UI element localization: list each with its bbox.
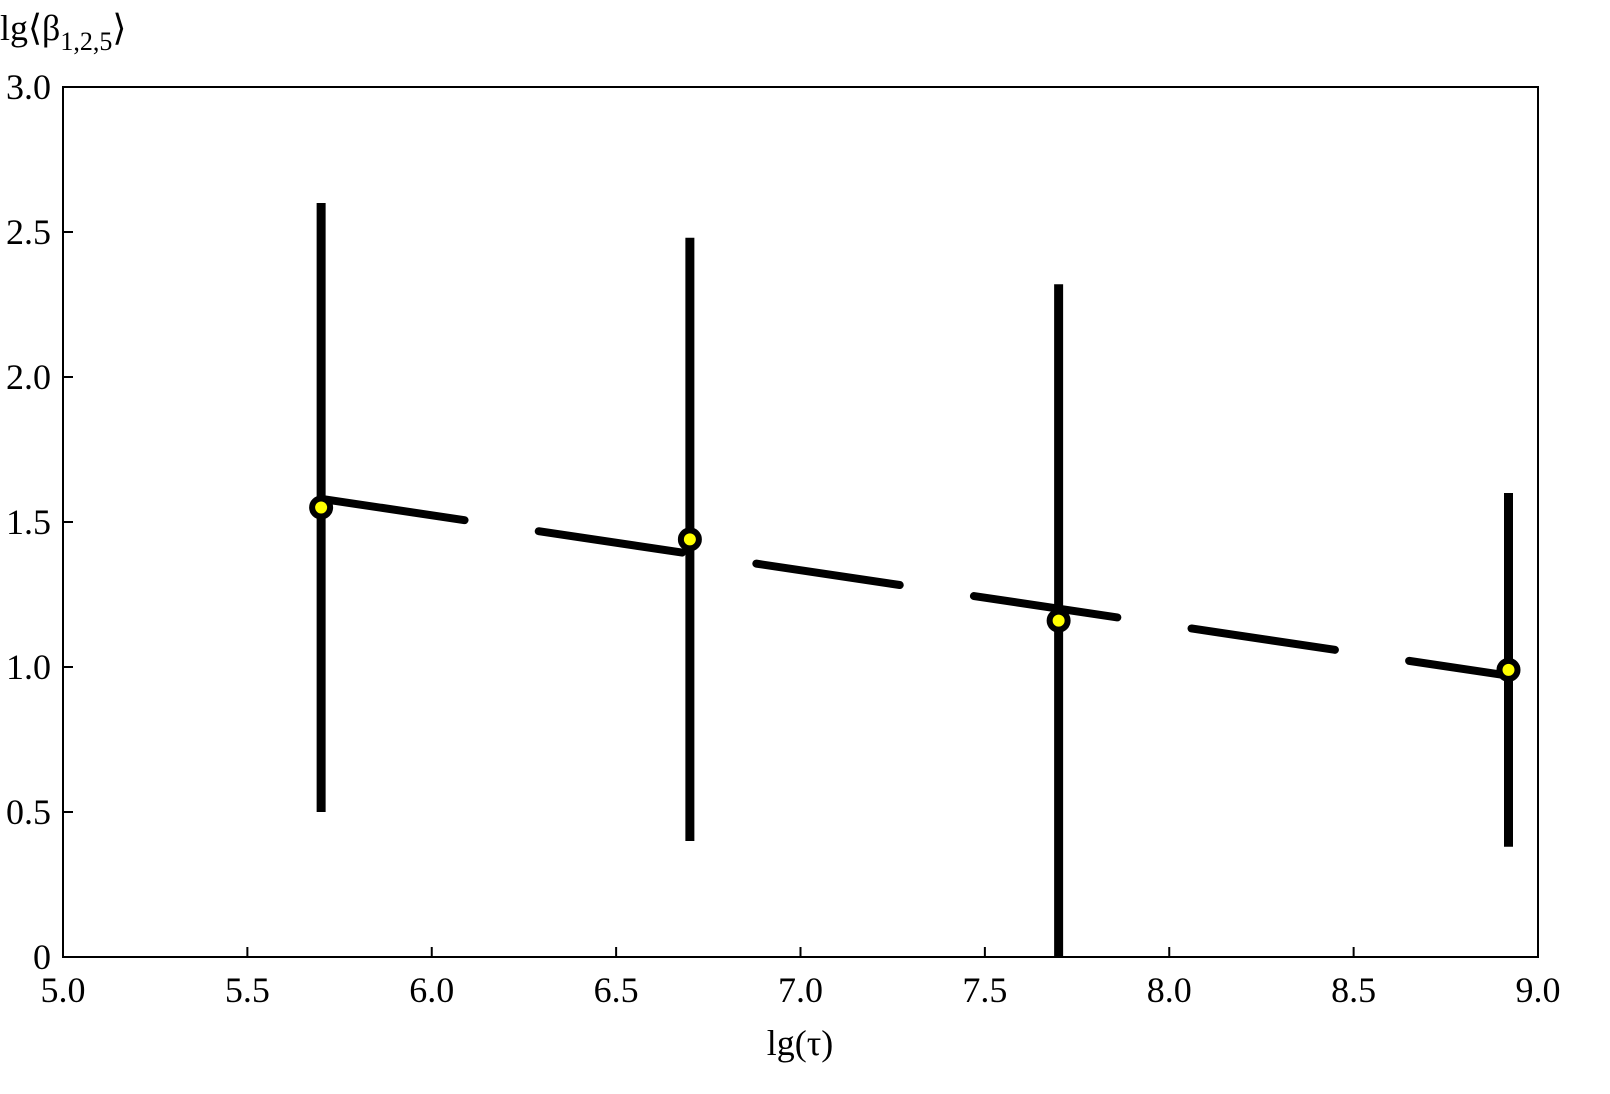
y-tick-label: 1.0 xyxy=(6,647,51,687)
plot-area xyxy=(309,203,1521,957)
x-tick-label: 5.0 xyxy=(41,970,86,1010)
x-tick-label: 7.5 xyxy=(962,970,1007,1010)
y-tick-label: 1.5 xyxy=(6,502,51,542)
point xyxy=(309,495,334,520)
y-axis-label: lg⟨β1,2,5⟩ xyxy=(0,8,126,56)
point xyxy=(1496,657,1521,682)
x-tick-label: 9.0 xyxy=(1516,970,1561,1010)
point xyxy=(1046,608,1071,633)
y-tick-label: 3.0 xyxy=(6,67,51,107)
y-tick-label: 2.5 xyxy=(6,212,51,252)
x-tick-label: 6.0 xyxy=(409,970,454,1010)
x-tick-label: 7.0 xyxy=(778,970,823,1010)
plot-frame xyxy=(62,86,1539,958)
x-tick-label: 5.5 xyxy=(225,970,270,1010)
y-label-subscript: 1,2,5 xyxy=(60,27,112,56)
x-tick-label: 8.5 xyxy=(1331,970,1376,1010)
point xyxy=(677,527,702,552)
y-tick-label: 0 xyxy=(33,937,51,977)
y-label-part: ⟩ xyxy=(112,8,126,48)
fit-line xyxy=(317,494,1513,680)
y-label-part: lg⟨β xyxy=(0,8,60,48)
x-tick-label: 8.0 xyxy=(1147,970,1192,1010)
y-tick-label: 2.0 xyxy=(6,357,51,397)
x-tick-label: 6.5 xyxy=(594,970,639,1010)
x-axis-label: lg(τ) xyxy=(767,1023,833,1063)
y-tick-label: 0.5 xyxy=(6,792,51,832)
